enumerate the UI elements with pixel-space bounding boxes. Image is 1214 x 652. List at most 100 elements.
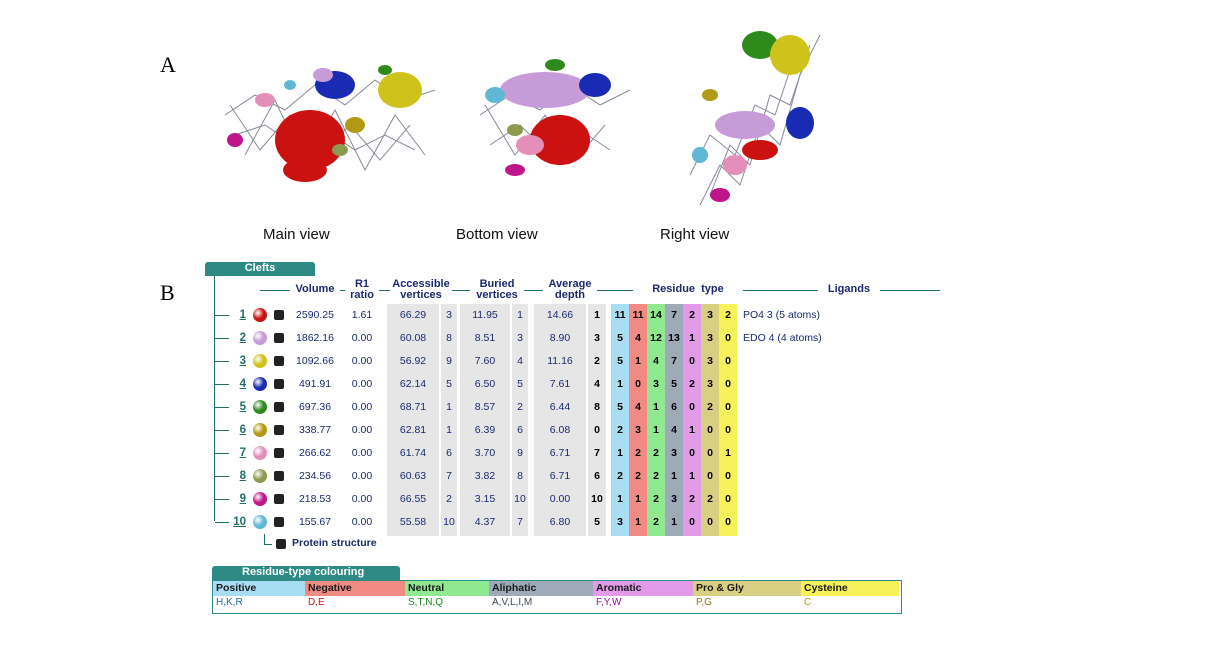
residue-count-cell: 2: [653, 470, 659, 482]
residue-count-cell: 0: [707, 447, 713, 459]
residue-count-cell: 1: [635, 516, 641, 528]
cleft-colour-ball[interactable]: [253, 331, 267, 345]
cleft-number-link[interactable]: 3: [239, 355, 246, 367]
average-depth-cell: 8.90: [549, 332, 571, 344]
depth-rank-cell: 10: [591, 493, 603, 505]
cleft-colour-ball[interactable]: [253, 446, 267, 460]
cleft-number-link[interactable]: 2: [239, 332, 246, 344]
depth-rank-cell: 0: [594, 424, 600, 436]
legend-aromatic-label: Aromatic: [593, 581, 693, 596]
residue-count-cell: 1: [653, 424, 659, 436]
residue-band-3: [665, 304, 683, 536]
residue-count-cell: 1: [617, 447, 623, 459]
residue-colouring-tab: Residue-type colouring: [212, 566, 400, 580]
protein-structure-connector: [264, 534, 265, 544]
cleft-number-link[interactable]: 5: [239, 401, 246, 413]
cleft-number-link[interactable]: 6: [239, 424, 246, 436]
header-rule: [260, 290, 940, 291]
cleft-colour-ball[interactable]: [253, 377, 267, 391]
accessible-vertices-cell: 60.08: [399, 332, 427, 344]
average-depth-cell: 6.71: [549, 447, 571, 459]
cleft-number-link[interactable]: 8: [239, 470, 246, 482]
residue-count-cell: 1: [725, 447, 731, 459]
cleft-colour-ball[interactable]: [253, 354, 267, 368]
accessible-rank-cell: 1: [446, 401, 452, 413]
col-accessible: Accessible vertices: [390, 279, 452, 301]
protein-structure-label[interactable]: Protein structure: [292, 537, 377, 549]
residue-count-cell: 4: [653, 355, 659, 367]
legend-negative-label: Negative: [305, 581, 405, 596]
accessible-rank-cell: 8: [446, 332, 452, 344]
buried-vertices-cell: 6.50: [474, 378, 496, 390]
buried-rank-cell: 10: [514, 493, 526, 505]
cleft-colour-ball[interactable]: [253, 423, 267, 437]
tree-tick: [215, 522, 229, 523]
tree-tick: [215, 384, 229, 385]
cleft-structure-icon[interactable]: [274, 379, 284, 389]
cleft-structure-icon[interactable]: [274, 356, 284, 366]
accessible-vertices-cell: 66.55: [399, 493, 427, 505]
residue-count-cell: 14: [650, 309, 662, 321]
residue-count-cell: 2: [653, 493, 659, 505]
cleft-structure-icon[interactable]: [274, 471, 284, 481]
residue-count-cell: 1: [671, 516, 677, 528]
residue-count-cell: 1: [689, 470, 695, 482]
residue-count-cell: 0: [725, 378, 731, 390]
cleft-colour-ball[interactable]: [253, 308, 267, 322]
cleft-structure-icon[interactable]: [274, 517, 284, 527]
residue-count-cell: 0: [689, 401, 695, 413]
residue-count-cell: 0: [725, 424, 731, 436]
cleft-number-link[interactable]: 10: [233, 516, 246, 528]
residue-count-cell: 2: [689, 309, 695, 321]
cleft-number-link[interactable]: 1: [239, 309, 246, 321]
residue-count-cell: 0: [707, 470, 713, 482]
residue-count-cell: 0: [707, 424, 713, 436]
depth-rank-cell: 5: [594, 516, 600, 528]
legend-cysteine-label: Cysteine: [801, 581, 899, 596]
r1-ratio-cell: 0.00: [351, 378, 373, 390]
tree-tick: [215, 361, 229, 362]
residue-band-4: [683, 304, 701, 536]
cleft-colour-ball[interactable]: [253, 515, 267, 529]
col-r1-line2: ratio: [350, 289, 374, 301]
cleft-colour-ball[interactable]: [253, 400, 267, 414]
volume-cell: 155.67: [298, 516, 332, 528]
cleft-number-link[interactable]: 9: [239, 493, 246, 505]
residue-count-cell: 0: [725, 355, 731, 367]
average-depth-cell: 6.71: [549, 470, 571, 482]
cleft-structure-icon[interactable]: [274, 333, 284, 343]
buried-vertices-cell: 8.51: [474, 332, 496, 344]
residue-count-cell: 2: [689, 378, 695, 390]
residue-count-cell: 0: [725, 493, 731, 505]
buried-rank-cell: 4: [517, 355, 523, 367]
residue-count-cell: 4: [671, 424, 677, 436]
cleft-colour-ball[interactable]: [253, 492, 267, 506]
residue-count-cell: 1: [635, 355, 641, 367]
cleft-structure-icon[interactable]: [274, 402, 284, 412]
accessible-rank-cell: 5: [446, 378, 452, 390]
r1-ratio-cell: 0.00: [351, 516, 373, 528]
cleft-structure-icon[interactable]: [274, 425, 284, 435]
buried-vertices-cell: 8.57: [474, 401, 496, 413]
protein-structure-icon[interactable]: [276, 539, 286, 549]
residue-count-cell: 1: [617, 493, 623, 505]
legend-negative-members: D,E: [308, 597, 325, 608]
tree-vertical-line: [214, 276, 215, 521]
cleft-colour-ball[interactable]: [253, 469, 267, 483]
buried-rank-cell: 9: [517, 447, 523, 459]
residue-count-cell: 7: [671, 355, 677, 367]
residue-legend-box: [212, 580, 902, 614]
band-accessible-rank: [441, 304, 457, 536]
accessible-rank-cell: 3: [446, 309, 452, 321]
cleft-number-link[interactable]: 4: [239, 378, 246, 390]
cleft-structure-icon[interactable]: [274, 494, 284, 504]
cleft-structure-icon[interactable]: [274, 448, 284, 458]
clefts-tab[interactable]: Clefts: [205, 262, 315, 276]
residue-count-cell: 1: [689, 424, 695, 436]
cleft-number-link[interactable]: 7: [239, 447, 246, 459]
residue-count-cell: 5: [617, 401, 623, 413]
cleft-structure-icon[interactable]: [274, 310, 284, 320]
volume-cell: 266.62: [298, 447, 332, 459]
r1-ratio-cell: 1.61: [351, 309, 373, 321]
volume-cell: 2590.25: [296, 309, 334, 321]
